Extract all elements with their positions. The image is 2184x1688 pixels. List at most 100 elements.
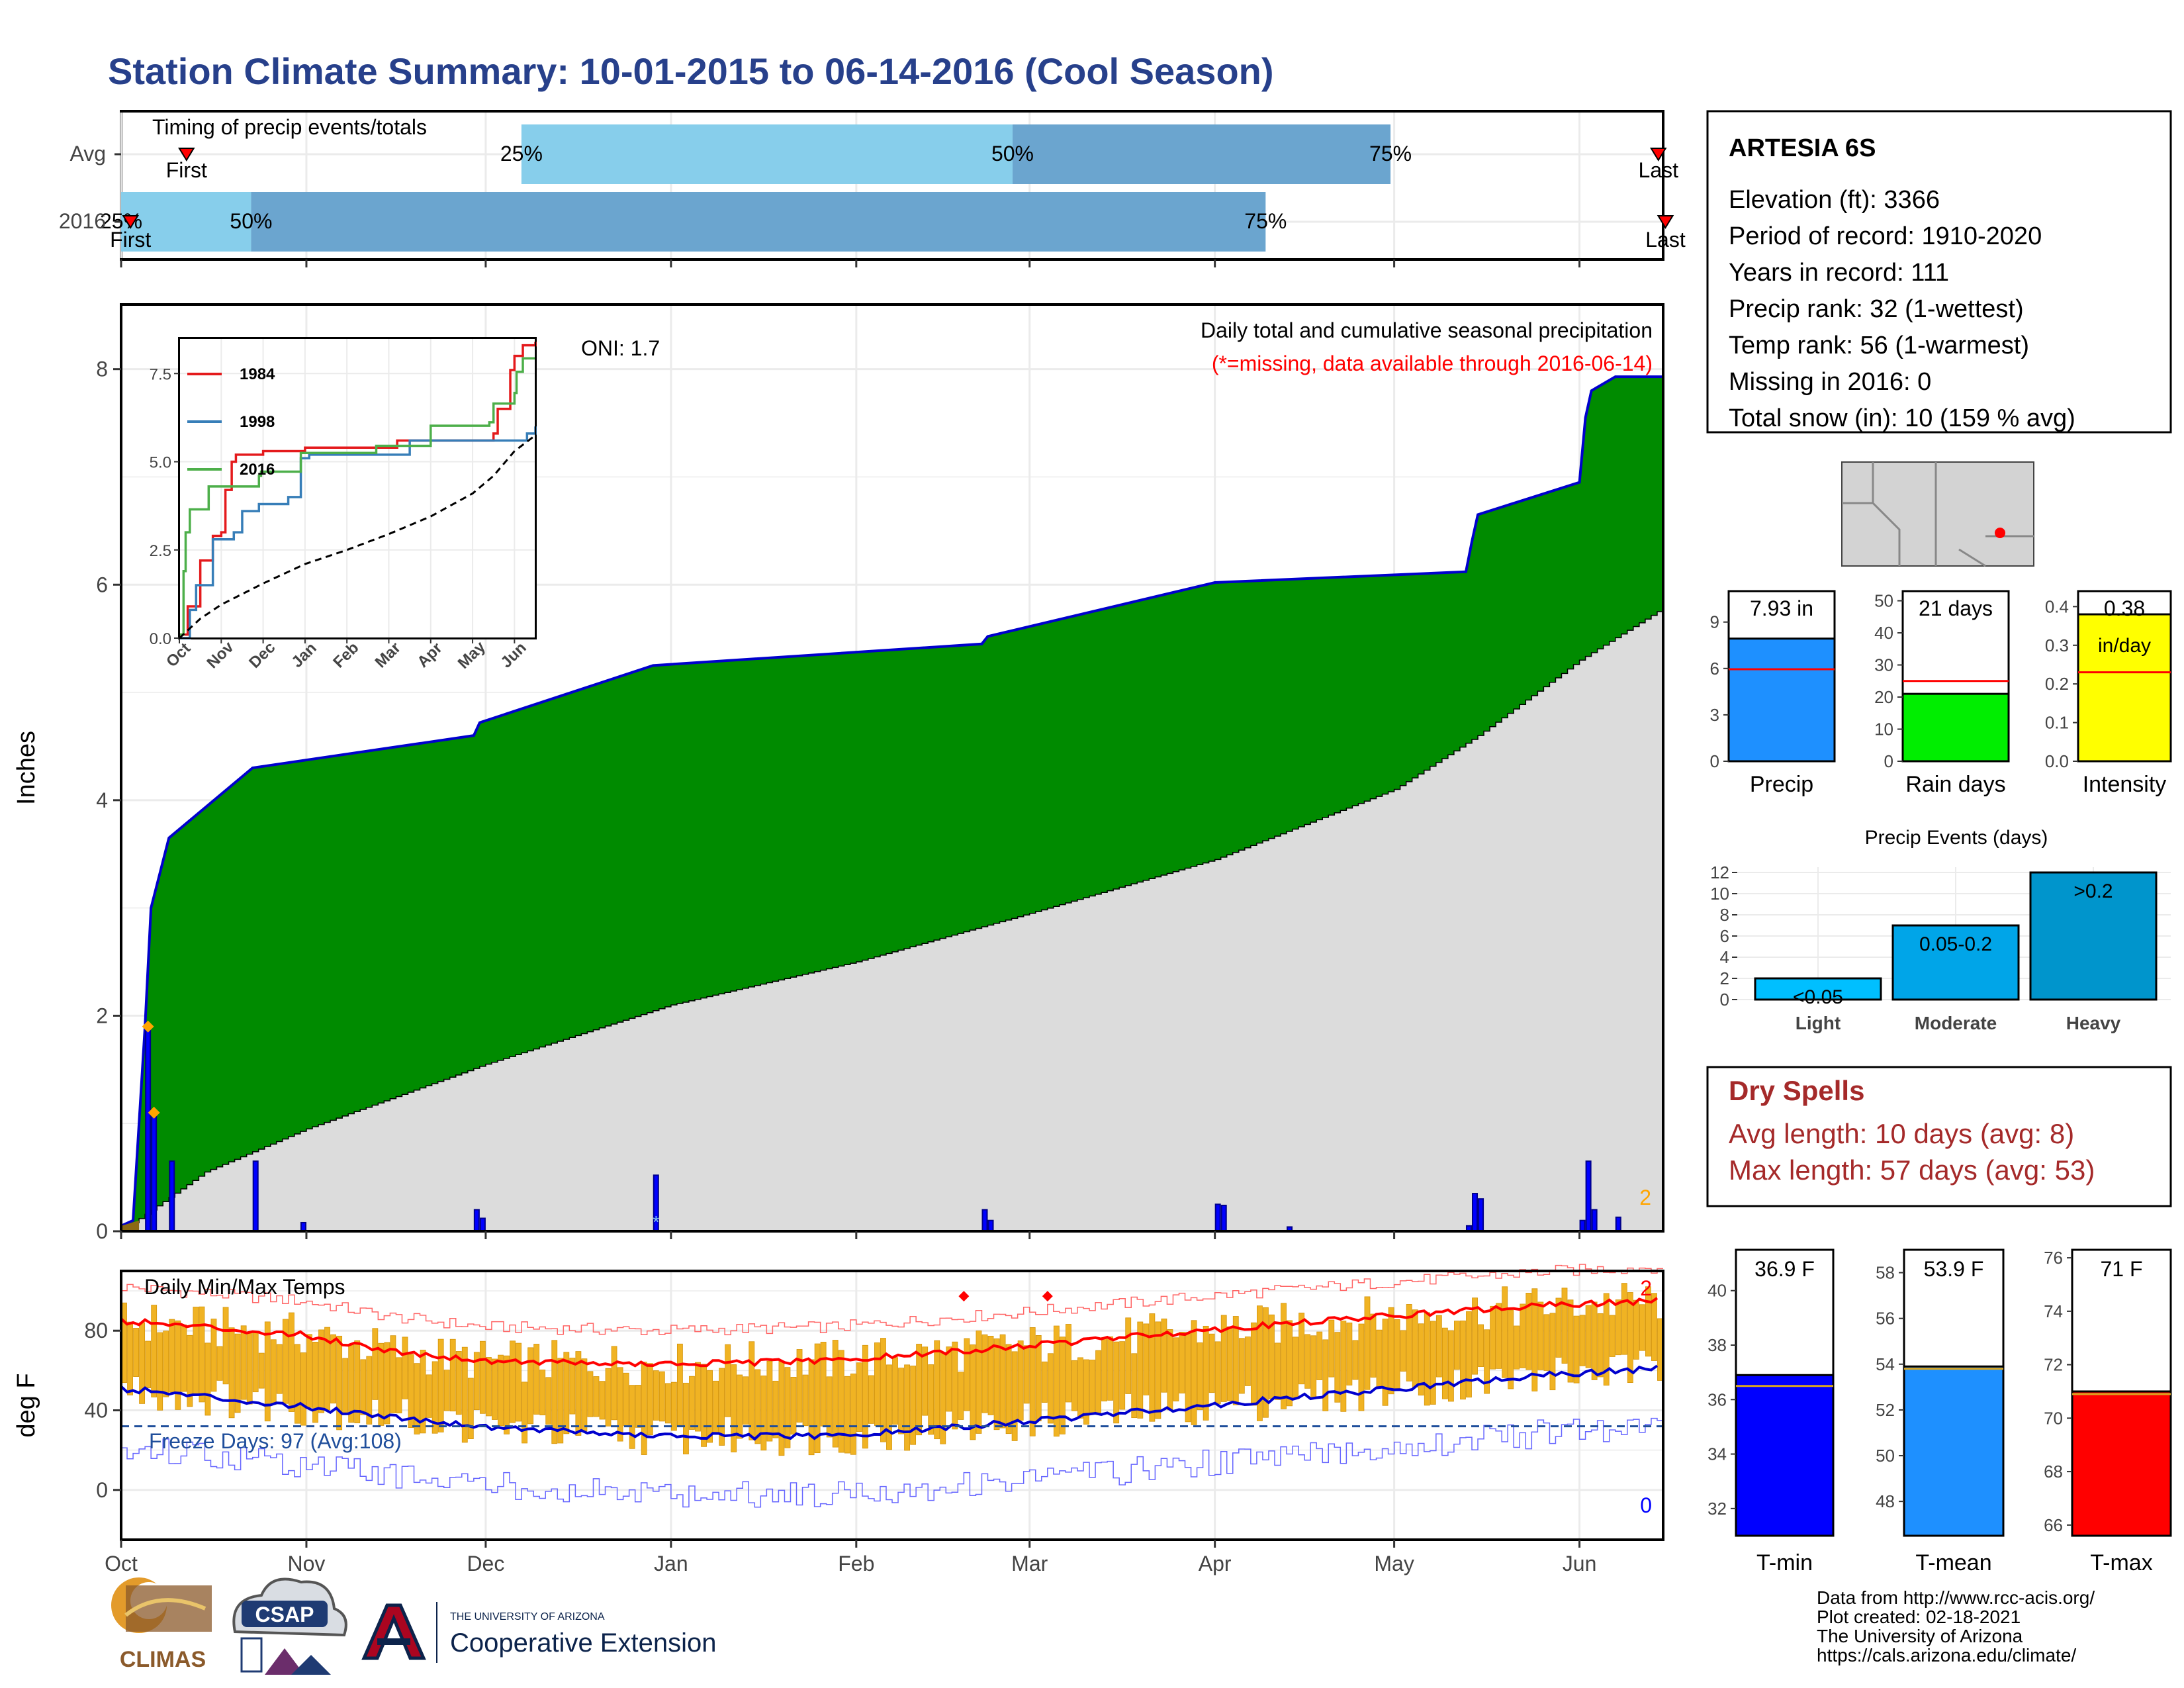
daily-temp-bar xyxy=(360,1359,367,1415)
climas-logo-text: CLIMAS xyxy=(120,1647,206,1672)
ua-logo-small-text: THE UNIVERSITY OF ARIZONA xyxy=(450,1611,605,1622)
daily-temp-bar xyxy=(641,1362,647,1455)
daily-temp-bar xyxy=(1017,1340,1024,1421)
daily-temp-bar xyxy=(1214,1341,1221,1405)
temp-label: Daily Min/Max Temps xyxy=(144,1275,345,1299)
daily-temp-bar xyxy=(516,1342,522,1422)
daily-temp-bar xyxy=(1591,1301,1598,1380)
temp-bar-t-min xyxy=(1735,1374,1835,1537)
daily-temp-bar xyxy=(1382,1319,1388,1406)
daily-temp-bar xyxy=(1561,1288,1568,1364)
daily-temp-bar xyxy=(169,1319,175,1393)
daily-temp-bar xyxy=(683,1382,689,1455)
temp-ylabel: deg F xyxy=(13,1373,40,1437)
daily-temp-bar xyxy=(1173,1337,1179,1401)
daily-temp-bar xyxy=(1579,1315,1586,1366)
timing-avg-pct-25: 25% xyxy=(500,142,543,165)
daily-temp-bar xyxy=(300,1352,306,1426)
temp-bar-axis-label: T-mean xyxy=(1915,1550,1991,1575)
mini-bar-value-label: 7.93 in xyxy=(1750,596,1813,620)
record-low-line xyxy=(121,1417,1663,1508)
daily-temp-bar xyxy=(1370,1313,1377,1378)
average-max-line xyxy=(120,1297,1659,1368)
daily-temp-bar xyxy=(366,1356,373,1425)
events-ytick-label: 0 xyxy=(1720,990,1729,1009)
month-label-may: May xyxy=(1374,1552,1414,1575)
dry-spells-max: Max length: 57 days (avg: 53) xyxy=(1729,1154,2095,1186)
daily-temp-bar xyxy=(844,1376,850,1454)
daily-temp-bar xyxy=(575,1351,582,1436)
daily-temp-bar xyxy=(838,1350,844,1453)
daily-temp-bar xyxy=(569,1358,576,1415)
events-bar-light xyxy=(1754,977,1882,1001)
daily-temp-bar xyxy=(563,1352,570,1434)
temp-bar-ytick-label: 38 xyxy=(1707,1335,1727,1355)
temp-bar-ytick-label: 40 xyxy=(1707,1281,1727,1301)
station-name: ARTESIA 6S xyxy=(1729,134,1876,162)
daily-temp-bar xyxy=(390,1335,396,1413)
precip-ytick-label: 0 xyxy=(96,1219,108,1243)
station-line-1: Elevation (ft): 3366 xyxy=(1729,186,1940,214)
daily-temp-bar xyxy=(1161,1318,1167,1393)
daily-temp-bar xyxy=(1275,1342,1281,1400)
mini-bar-ytick-label: 0 xyxy=(1710,751,1719,771)
daily-temp-bar xyxy=(1131,1353,1138,1419)
mini-bar-ytick-label: 0.0 xyxy=(2045,751,2069,771)
daily-temp-bar xyxy=(826,1376,833,1438)
daily-temp-bar xyxy=(587,1371,594,1417)
record-high-line xyxy=(121,1264,1663,1336)
daily-temp-bar xyxy=(1531,1288,1538,1391)
daily-temp-bar xyxy=(318,1329,324,1413)
temp-panel: 0 40 80 Daily Min/Max Temps deg F Freeze D… xyxy=(13,1264,1664,1541)
timing-avg-bar-50-75 xyxy=(1012,124,1391,184)
events-title: Precip Events (days) xyxy=(1865,827,2048,849)
mini-bar-rain-days xyxy=(1901,692,2010,763)
events-xtick-label: Heavy xyxy=(2066,1013,2121,1033)
month-label-jan: Jan xyxy=(654,1552,688,1575)
daily-temp-bar xyxy=(1603,1293,1610,1386)
temp-bar-ytick-label: 50 xyxy=(1876,1446,1895,1466)
daily-temp-bar xyxy=(1394,1319,1400,1389)
mini-bar-ytick-label: 9 xyxy=(1710,612,1719,632)
daily-temp-bar xyxy=(432,1361,438,1434)
daily-temp-bar xyxy=(1232,1316,1239,1405)
daily-temp-bar xyxy=(1633,1299,1639,1360)
events-bar-heavy xyxy=(2029,871,2158,1001)
daily-precip-bar xyxy=(1214,1203,1221,1233)
daily-temp-bar xyxy=(1011,1351,1018,1441)
timing-row-avg: Avg xyxy=(69,142,106,165)
early-season-area xyxy=(121,1220,140,1231)
daily-temp-bar xyxy=(264,1321,271,1422)
daily-temp-bar xyxy=(1609,1315,1615,1357)
mini-bar-ytick-label: 40 xyxy=(1874,623,1893,643)
daily-temp-bar xyxy=(1466,1311,1472,1398)
daily-temp-bar xyxy=(276,1344,283,1394)
daily-temp-bar xyxy=(629,1385,635,1449)
daily-temp-bar xyxy=(1615,1299,1621,1356)
daily-temp-bar xyxy=(414,1363,420,1434)
events-ytick-label: 10 xyxy=(1710,884,1729,904)
temp-bar-t-mean xyxy=(1903,1365,2005,1537)
daily-temp-bar xyxy=(784,1367,791,1448)
daily-temp-bar xyxy=(1334,1332,1341,1403)
temp-bar-value-label: 53.9 F xyxy=(1924,1257,1984,1281)
month-label-dec: Dec xyxy=(467,1552,504,1575)
daily-temp-bar xyxy=(1358,1323,1365,1411)
daily-temp-bar xyxy=(461,1346,468,1443)
daily-temp-bar xyxy=(1328,1319,1335,1378)
daily-temp-bar xyxy=(1472,1297,1478,1375)
daily-temp-bar xyxy=(593,1376,600,1417)
mini-bar-value-label: 0.38 xyxy=(2104,596,2145,620)
inset-series-1998 xyxy=(179,426,537,639)
daily-temp-bar xyxy=(814,1343,821,1454)
timing-2016-last-label: Last xyxy=(1645,228,1686,252)
locator-map xyxy=(1841,461,2034,567)
footer-line-1: Data from http://www.rcc-acis.org/ xyxy=(1817,1587,2095,1608)
daily-temp-bar xyxy=(743,1376,749,1425)
events-bar-value-label: >0.2 xyxy=(2073,880,2113,902)
ua-logo: THE UNIVERSITY OF ARIZONA Cooperative Ex… xyxy=(361,1602,716,1663)
daily-temp-bar xyxy=(737,1374,743,1439)
daily-temp-bar xyxy=(455,1351,462,1415)
timing-2016-bar-50-75 xyxy=(251,192,1266,252)
daily-temp-bar xyxy=(808,1359,815,1456)
